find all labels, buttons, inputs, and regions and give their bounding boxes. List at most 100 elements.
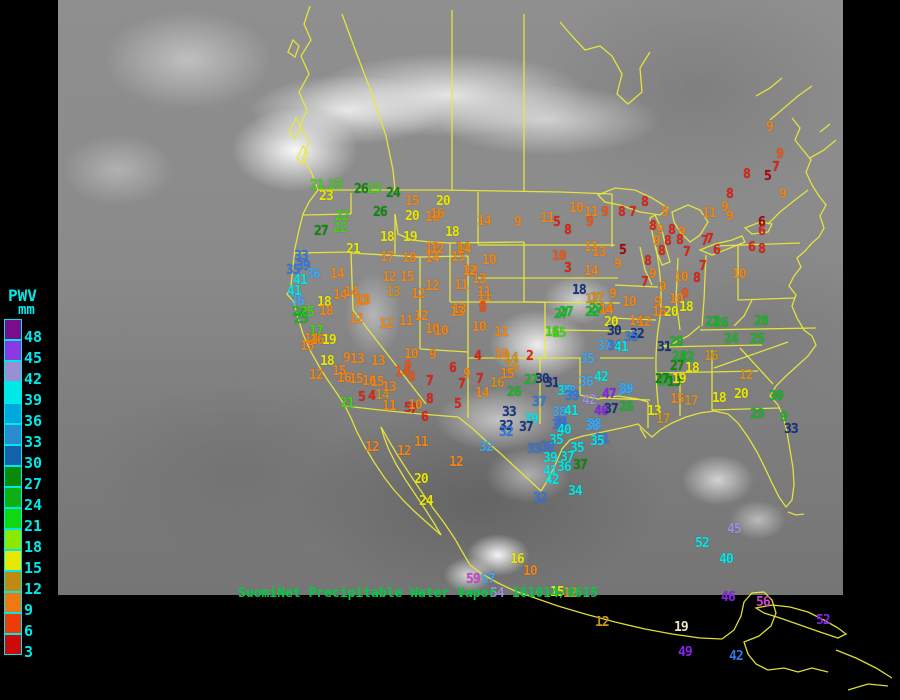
station-pwv-value: 14	[584, 264, 599, 279]
legend-swatch	[4, 466, 22, 487]
station-pwv-value: 4	[368, 389, 376, 404]
station-pwv-value: 31	[552, 418, 567, 433]
station-pwv-value: 14	[504, 351, 519, 366]
station-pwv-value: 9	[514, 215, 522, 230]
station-pwv-value: 10	[669, 292, 684, 307]
station-pwv-value: 16	[430, 207, 445, 222]
station-pwv-value: 56	[756, 595, 771, 610]
legend-label: 12	[24, 579, 43, 598]
station-pwv-value: 10	[569, 201, 584, 216]
station-pwv-value: 19	[322, 333, 337, 348]
legend-entry: 27	[4, 466, 62, 493]
station-pwv-value: 15	[550, 585, 565, 600]
station-pwv-value: 49	[678, 645, 693, 660]
station-pwv-value: 12	[397, 444, 412, 459]
station-pwv-value: 29	[750, 407, 765, 422]
station-pwv-value: 9	[726, 209, 734, 224]
station-pwv-value: 35	[590, 434, 605, 449]
station-pwv-value: 17	[684, 394, 699, 409]
legend-entry: 9	[4, 592, 62, 619]
station-pwv-value: 6	[758, 224, 766, 239]
legend-entry: 30	[4, 445, 62, 472]
legend-label: 9	[24, 600, 34, 619]
station-pwv-value: 21	[310, 178, 325, 193]
legend-label: 24	[24, 495, 43, 514]
station-pwv-value: 32	[499, 419, 514, 434]
station-pwv-value: 31	[545, 376, 560, 391]
station-pwv-value: 15	[332, 364, 347, 379]
legend-swatch	[4, 445, 22, 466]
station-pwv-value: 11	[399, 314, 414, 329]
station-pwv-value: 3	[564, 261, 572, 276]
station-pwv-value: 27	[559, 305, 574, 320]
station-pwv-value: 26	[354, 182, 369, 197]
station-pwv-value: 14	[330, 267, 345, 282]
station-pwv-value: 25	[300, 305, 315, 320]
legend-swatch	[4, 319, 22, 340]
station-pwv-value: 6	[421, 410, 429, 425]
station-pwv-value: 9	[601, 205, 609, 220]
legend-label: 27	[24, 474, 43, 493]
station-pwv-value: 12	[425, 241, 440, 256]
station-pwv-value: 59	[466, 572, 481, 587]
station-pwv-value: 12	[637, 315, 652, 330]
station-pwv-value: 31	[554, 415, 569, 430]
station-pwv-value: 11	[477, 285, 492, 300]
station-pwv-value: 24	[672, 350, 687, 365]
station-pwv-value: 8	[618, 205, 626, 220]
station-pwv-value: 37	[560, 450, 575, 465]
station-pwv-value: 9	[649, 267, 657, 282]
station-pwv-value: 31	[595, 432, 610, 447]
station-pwv-value: 25	[750, 332, 765, 347]
legend-entry: 45	[4, 340, 62, 367]
station-pwv-value: 19	[672, 372, 687, 387]
station-pwv-value: 9	[681, 287, 689, 302]
station-pwv-value: 7	[701, 234, 709, 249]
station-pwv-value: 18	[712, 391, 727, 406]
station-pwv-value: 9	[586, 215, 594, 230]
station-pwv-value: 19	[667, 375, 682, 390]
station-pwv-value: 35	[286, 263, 301, 278]
station-pwv-value: 32	[630, 327, 645, 342]
station-pwv-value: 18	[572, 283, 587, 298]
station-pwv-value: 13	[647, 404, 662, 419]
station-pwv-value: 9	[429, 348, 437, 363]
legend-label: 21	[24, 516, 43, 535]
station-pwv-value: 18	[685, 361, 700, 376]
legend-label: 33	[24, 432, 43, 451]
station-pwv-value: 16	[652, 305, 667, 320]
station-pwv-value: 9	[609, 287, 617, 302]
station-pwv-value: 40	[719, 552, 734, 567]
image-caption: SuomiNet Precipitable Water Vapor 161014…	[238, 586, 598, 601]
station-pwv-value: 11	[584, 205, 599, 220]
station-pwv-value: 14	[333, 288, 348, 303]
station-pwv-value: 8	[676, 233, 684, 248]
station-pwv-value: 7	[699, 259, 707, 274]
station-pwv-value: 57	[481, 572, 496, 587]
station-pwv-value: 36	[290, 294, 305, 309]
legend-label: 15	[24, 558, 43, 577]
station-pwv-value: 10	[482, 253, 497, 268]
station-pwv-value: 39	[524, 412, 539, 427]
station-pwv-value: 35	[549, 433, 564, 448]
station-pwv-value: 5	[553, 215, 561, 230]
station-pwv-value: 7	[410, 402, 418, 417]
station-pwv-value: 10	[408, 398, 423, 413]
station-pwv-value: 21	[346, 242, 361, 257]
station-pwv-value: 41	[564, 404, 579, 419]
station-pwv-value: 17	[309, 324, 324, 339]
station-pwv-value: 39	[296, 259, 311, 274]
station-pwv-value: 33	[784, 422, 799, 437]
caption-datetime: 161014/0615	[511, 586, 599, 601]
station-pwv-value: 11	[454, 278, 469, 293]
station-pwv-value: 20	[664, 305, 679, 320]
station-pwv-value: 23	[328, 178, 343, 193]
station-pwv-value: 14	[304, 332, 319, 347]
legend-swatch	[4, 592, 22, 613]
caption-text: SuomiNet Precipitable Water Vapor	[238, 586, 497, 601]
station-pwv-value: 45	[727, 522, 742, 537]
station-pwv-value: 18	[320, 354, 335, 369]
station-pwv-value: 10	[674, 270, 689, 285]
station-pwv-value: 16	[704, 349, 719, 364]
